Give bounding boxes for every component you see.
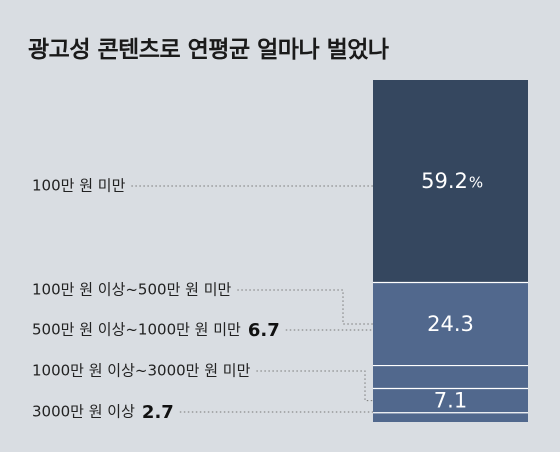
outside-value-label: 2.7 bbox=[142, 402, 174, 423]
category-label: 500만 원 이상~1000만 원 미만 bbox=[32, 321, 241, 339]
bar-segment-3 bbox=[373, 365, 528, 389]
chart-title: 광고성 콘텐츠로 연평균 얼마나 벌었나 bbox=[28, 37, 389, 63]
bar-segment-4 bbox=[373, 388, 528, 413]
bar-segment-2 bbox=[373, 282, 528, 366]
category-label: 100만 원 이상~500만 원 미만 bbox=[32, 281, 232, 299]
leader-line bbox=[256, 370, 373, 402]
leader-line bbox=[237, 289, 373, 325]
bar-segment-5 bbox=[373, 412, 528, 422]
segment-value-label: 7.1 bbox=[434, 389, 467, 413]
bar-segment-1 bbox=[373, 80, 528, 283]
category-label: 3000만 원 이상 bbox=[32, 403, 135, 421]
segment-value-label: 24.3 bbox=[427, 312, 474, 336]
unit-label: % bbox=[469, 174, 483, 192]
outside-value-label: 6.7 bbox=[248, 320, 280, 341]
category-label: 100만 원 미만 bbox=[32, 177, 126, 195]
segment-value-label: 59.2 bbox=[421, 169, 468, 193]
category-label: 1000만 원 이상~3000만 원 미만 bbox=[32, 362, 251, 380]
